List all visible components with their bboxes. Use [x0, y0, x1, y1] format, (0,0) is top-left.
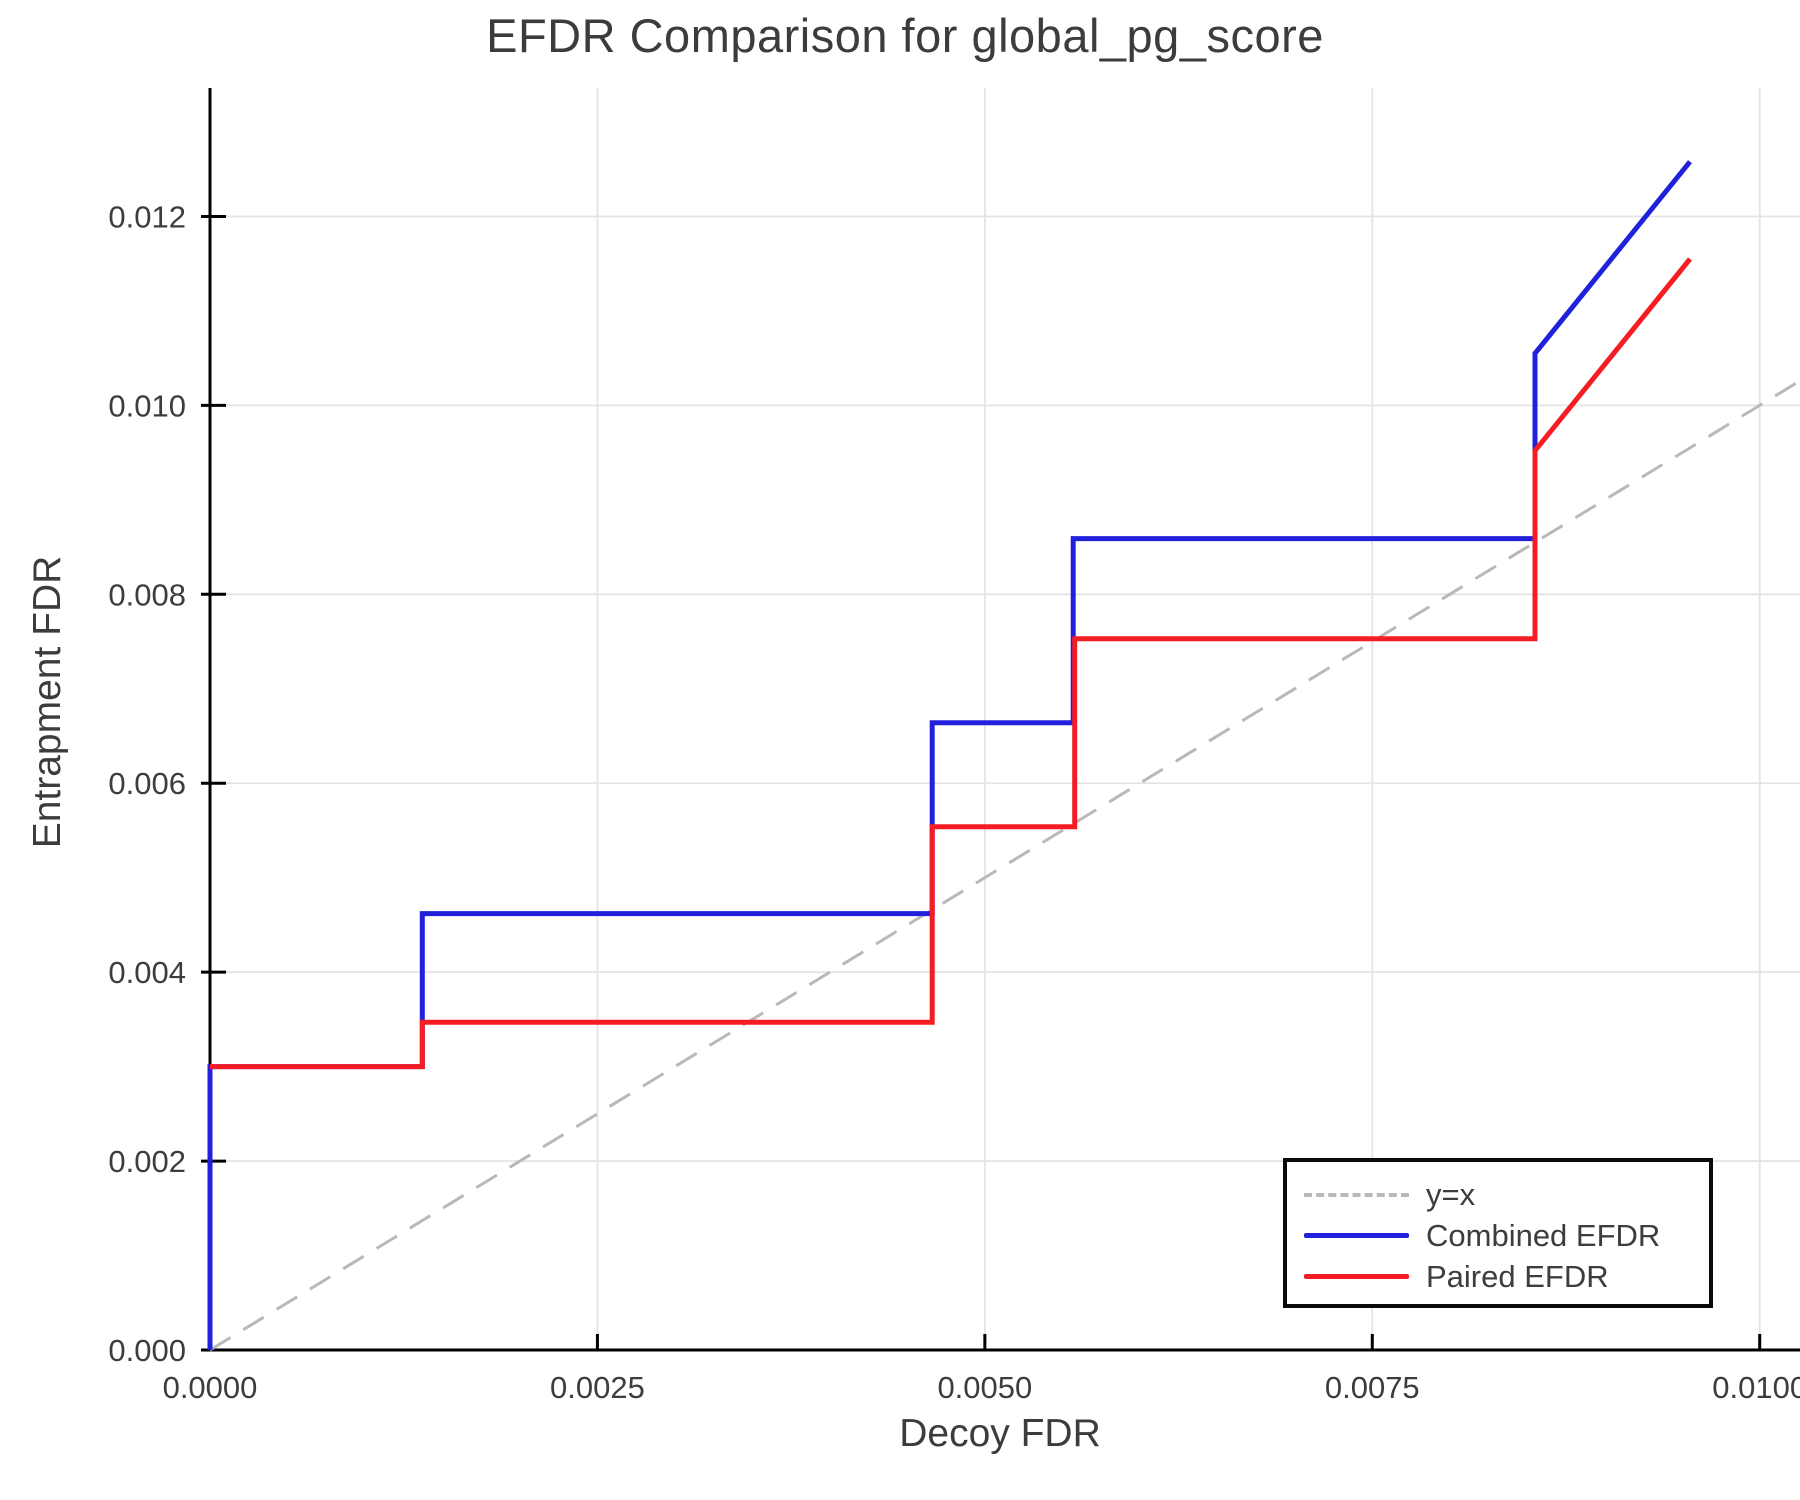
legend-row-yx: y=x [1304, 1174, 1709, 1215]
y-tick-label: 0.010 [108, 388, 186, 423]
data-series [207, 160, 1800, 1352]
y-tick-label: 0.002 [108, 1144, 186, 1179]
legend-sample-paired-line [1304, 1274, 1409, 1279]
legend-label: Paired EFDR [1426, 1258, 1609, 1294]
legend-row-combined-efdr: Combined EFDR [1304, 1215, 1709, 1256]
legend-label: Combined EFDR [1426, 1217, 1661, 1253]
x-tick-label: 0.0000 [163, 1370, 258, 1405]
x-tick-label: 0.0025 [550, 1370, 645, 1405]
y-tick-label: 0.000 [108, 1333, 186, 1368]
tick-labels: 0.0000 0.0025 0.0050 0.0075 0.0100 0.000 0.002… [108, 199, 1800, 1405]
legend-sample-combined-line [1304, 1233, 1409, 1238]
axis-ticks [201, 214, 1762, 1352]
legend: y=x Combined EFDR Paired EFDR [1283, 1158, 1713, 1308]
legend-row-paired-efdr: Paired EFDR [1304, 1256, 1709, 1297]
y-tick-label: 0.008 [108, 577, 186, 612]
x-tick-label: 0.0075 [1325, 1370, 1420, 1405]
x-tick-label: 0.0100 [1712, 1370, 1800, 1405]
x-axis-label: Decoy FDR [899, 1412, 1101, 1455]
x-tick-label: 0.0050 [937, 1370, 1032, 1405]
chart-title: EFDR Comparison for global_pg_score [486, 9, 1324, 62]
y-tick-label: 0.006 [108, 766, 186, 801]
legend-sample-dashed-line [1304, 1192, 1409, 1197]
y-axis-label: Entrapment FDR [26, 555, 69, 849]
y-tick-label: 0.004 [108, 955, 186, 990]
y-tick-label: 0.012 [108, 199, 186, 234]
legend-label: y=x [1426, 1176, 1476, 1212]
series-paired-efdr [210, 257, 1692, 1070]
